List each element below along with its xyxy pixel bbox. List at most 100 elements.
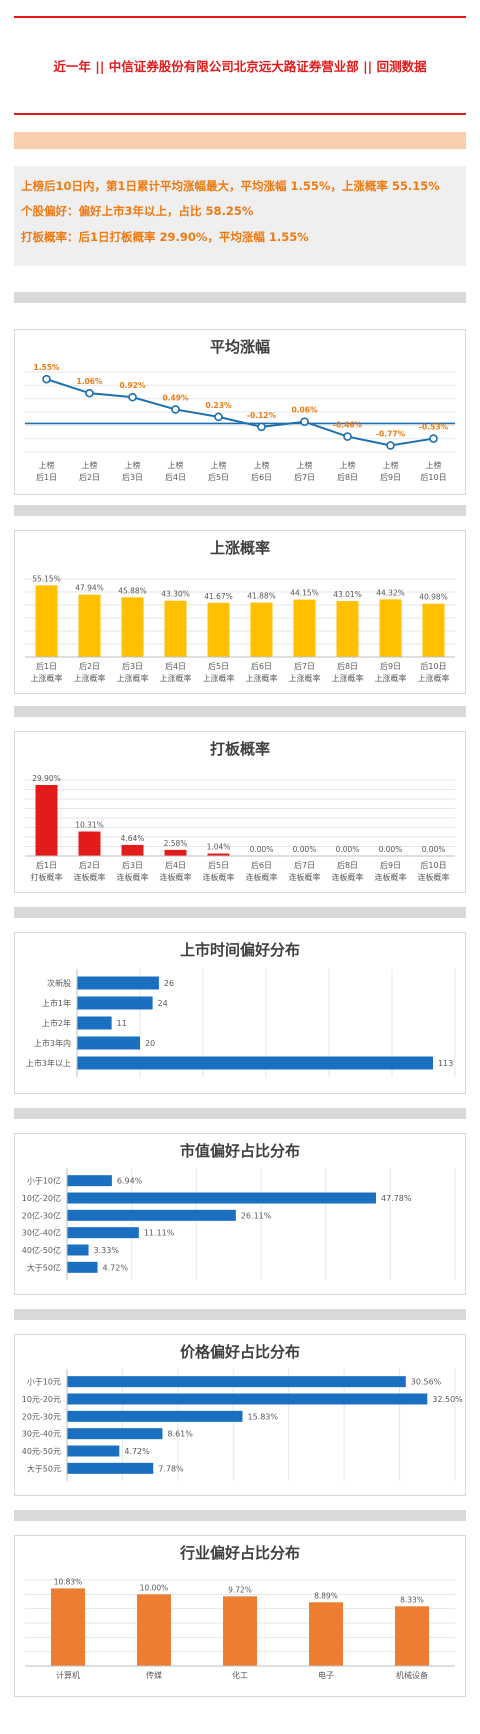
point-7 xyxy=(343,432,352,441)
data-label-2: 4.64% xyxy=(121,834,145,843)
category-label-3-line-1: 连板概率 xyxy=(160,872,192,882)
category-label-0-line-1: 后1日 xyxy=(36,472,57,482)
bar-2 xyxy=(223,1596,257,1666)
data-label-3: 11.11% xyxy=(144,1229,175,1238)
data-label-9: 0.00% xyxy=(422,845,446,854)
data-label-0: 55.15% xyxy=(32,574,61,583)
data-label-3: 0.49% xyxy=(162,393,189,402)
category-label-9-line-0: 后10日 xyxy=(420,661,446,671)
bar-3 xyxy=(309,1602,343,1666)
divider-band-1 xyxy=(14,292,466,303)
data-label-6: 44.15% xyxy=(290,589,319,598)
chart-panel-avg-gain: 平均涨幅 1.55% 上榜 后1日 1.06% 上榜 后2日 0.92% 上榜 后3日 0.49%… xyxy=(14,329,466,495)
point-6 xyxy=(300,417,309,427)
chart-panel-limit-up: 打板概率 29.90% 后1日 打板概率 10.31% 后2日 连板概率 4.64% 后3日连… xyxy=(14,731,466,893)
category-label-5-line-0: 后6日 xyxy=(251,860,272,870)
bar-3 xyxy=(164,600,187,657)
summary-box: 上榜后10日内，第1日累计平均涨幅最大，平均涨幅 1.55%，上涨概率 55.1… xyxy=(14,166,466,266)
category-label-1-line-1: 连板概率 xyxy=(74,872,106,882)
category-label-0-line-1: 打板概率 xyxy=(31,872,63,882)
market-cap-bar-chart: 6.94% 小于10亿 47.78% 10亿-20亿 26.11% 20亿-30亿 11.1… xyxy=(22,1168,456,1280)
bar-4 xyxy=(207,853,230,856)
category-label-4-line-0: 后5日 xyxy=(208,860,229,870)
data-label-4: 41.67% xyxy=(204,592,233,601)
data-label-1: 32.50% xyxy=(432,1395,463,1404)
category-label-5-line-0: 上榜 xyxy=(254,460,270,470)
category-label-0-line-0: 后1日 xyxy=(36,860,57,870)
category-label-6-line-1: 连板概率 xyxy=(289,872,321,882)
category-label-1: 10元-20元 xyxy=(22,1395,61,1404)
category-label-2-line-1: 上涨概率 xyxy=(117,673,149,683)
category-label-3-line-0: 上榜 xyxy=(168,460,184,470)
bar-4 xyxy=(77,1056,433,1070)
data-label-6: 0.06% xyxy=(291,406,318,415)
chart-title-listing-age: 上市时间偏好分布 xyxy=(179,941,300,959)
bar-2 xyxy=(121,597,144,657)
category-label-7-line-1: 连板概率 xyxy=(332,872,364,882)
bar-2 xyxy=(121,844,144,856)
data-label-6: 0.00% xyxy=(293,845,317,854)
bar-5 xyxy=(67,1261,98,1273)
category-label-3: 30元-40元 xyxy=(22,1430,61,1439)
category-label-8-line-0: 后9日 xyxy=(380,661,401,671)
category-label-1-line-1: 后2日 xyxy=(79,472,100,482)
category-label-4-line-1: 上涨概率 xyxy=(203,673,235,683)
data-label-7: 43.01% xyxy=(333,590,362,599)
category-label-6-line-1: 上涨概率 xyxy=(289,673,321,683)
category-label-9-line-0: 后10日 xyxy=(420,860,446,870)
category-label-2-line-0: 化工 xyxy=(232,1670,248,1680)
chart-title-rise-prob: 上涨概率 xyxy=(209,539,270,557)
point-8 xyxy=(386,441,395,450)
bar-2 xyxy=(77,1016,112,1030)
bar-6 xyxy=(293,599,316,657)
data-label-5: 0.00% xyxy=(250,845,274,854)
data-label-5: 4.72% xyxy=(103,1263,129,1272)
category-label-1: 10亿-20亿 xyxy=(22,1193,61,1203)
bar-4 xyxy=(395,1606,429,1666)
data-label-7: 0.00% xyxy=(336,845,360,854)
chart-title-limit-up: 打板概率 xyxy=(209,740,270,758)
bar-5 xyxy=(250,602,273,657)
category-label-0-line-0: 后1日 xyxy=(36,661,57,671)
data-label-9: -0.53% xyxy=(419,423,449,432)
bar-4 xyxy=(67,1445,120,1457)
bar-1 xyxy=(67,1393,428,1405)
data-label-3: 2.58% xyxy=(164,839,188,848)
category-label-1: 上市1年 xyxy=(42,998,71,1008)
category-label-3: 上市3年内 xyxy=(34,1038,71,1048)
category-label-0-line-1: 上涨概率 xyxy=(31,673,63,683)
bar-0 xyxy=(35,784,58,856)
bar-7 xyxy=(336,601,359,657)
data-label-0: 1.55% xyxy=(33,363,60,372)
data-label-3: 20 xyxy=(145,1039,155,1048)
divider-band-5 xyxy=(14,1108,466,1119)
data-label-2: 45.88% xyxy=(118,586,147,595)
category-label-6-line-1: 后7日 xyxy=(294,472,315,482)
listing-age-bar-chart: 26 次新股 24 上市1年 11 上市2年 20 上市3年内 113 上市3年以上 xyxy=(26,969,456,1077)
data-label-0: 10.83% xyxy=(54,1577,83,1586)
category-label-6-line-0: 后7日 xyxy=(294,860,315,870)
bar-2 xyxy=(67,1410,243,1422)
data-label-2: 9.72% xyxy=(228,1585,252,1594)
bar-1 xyxy=(137,1594,171,1666)
category-label-0: 小于10元 xyxy=(27,1378,61,1387)
point-3 xyxy=(171,405,180,414)
bar-9 xyxy=(422,603,445,657)
bar-3 xyxy=(67,1227,139,1239)
data-label-4: 4.72% xyxy=(124,1447,150,1456)
data-label-5: -0.12% xyxy=(247,411,277,420)
chart-panel-market-cap: 市值偏好占比分布 6.94% 小于10亿 47.78% 10亿-20亿 26.11% 20… xyxy=(14,1133,466,1295)
data-label-8: -0.77% xyxy=(376,429,406,438)
data-label-1: 24 xyxy=(158,999,168,1008)
category-label-3: 30亿-40亿 xyxy=(22,1228,61,1238)
point-5 xyxy=(257,422,266,432)
category-label-4-line-0: 上榜 xyxy=(211,460,227,470)
category-label-0: 小于10亿 xyxy=(27,1176,61,1186)
data-label-1: 47.94% xyxy=(75,584,104,593)
category-label-2-line-0: 上榜 xyxy=(125,460,141,470)
chart-title-price: 价格偏好占比分布 xyxy=(179,1343,300,1361)
divider-band-7 xyxy=(14,1510,466,1521)
chart-panel-price: 价格偏好占比分布 30.56% 小于10元 32.50% 10元-20元 15.83% 2… xyxy=(14,1334,466,1496)
data-label-4: 3.33% xyxy=(94,1246,120,1255)
category-label-1-line-0: 上榜 xyxy=(82,460,98,470)
